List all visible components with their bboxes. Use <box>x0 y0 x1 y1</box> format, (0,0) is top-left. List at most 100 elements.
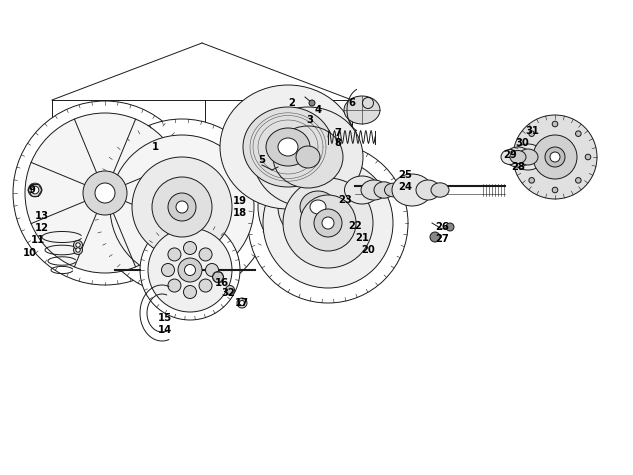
Circle shape <box>533 135 577 179</box>
Circle shape <box>161 264 175 276</box>
Circle shape <box>94 119 270 295</box>
Circle shape <box>73 246 82 255</box>
Text: 13: 13 <box>35 211 49 221</box>
Text: 10: 10 <box>23 248 37 258</box>
Circle shape <box>430 232 440 242</box>
Ellipse shape <box>278 171 358 243</box>
Circle shape <box>585 154 591 160</box>
Circle shape <box>152 177 212 237</box>
Circle shape <box>184 285 196 298</box>
Ellipse shape <box>310 200 326 214</box>
Circle shape <box>199 248 212 261</box>
Text: 2: 2 <box>289 98 296 108</box>
Circle shape <box>552 121 558 127</box>
Circle shape <box>184 241 196 255</box>
Circle shape <box>73 240 82 249</box>
Text: 19: 19 <box>233 196 247 206</box>
Ellipse shape <box>220 85 356 209</box>
Ellipse shape <box>253 107 363 207</box>
Circle shape <box>13 101 197 285</box>
Circle shape <box>314 209 342 237</box>
Circle shape <box>283 178 373 268</box>
Circle shape <box>575 131 581 136</box>
Text: 23: 23 <box>338 195 352 205</box>
Ellipse shape <box>361 180 387 200</box>
Text: 4: 4 <box>315 105 322 115</box>
Circle shape <box>148 228 232 312</box>
Circle shape <box>550 152 560 162</box>
Circle shape <box>95 183 115 203</box>
Circle shape <box>529 131 534 136</box>
Ellipse shape <box>518 149 538 165</box>
Circle shape <box>239 301 244 305</box>
Ellipse shape <box>416 180 440 200</box>
Circle shape <box>31 186 39 194</box>
Text: 30: 30 <box>515 138 529 148</box>
Text: 20: 20 <box>361 245 375 255</box>
Circle shape <box>248 143 408 303</box>
Ellipse shape <box>374 182 394 198</box>
Circle shape <box>263 158 393 288</box>
Ellipse shape <box>431 183 449 197</box>
Circle shape <box>225 285 234 294</box>
Circle shape <box>178 258 202 282</box>
Text: 3: 3 <box>306 115 313 125</box>
Text: 14: 14 <box>158 325 172 335</box>
Circle shape <box>575 178 581 183</box>
Circle shape <box>168 248 181 261</box>
Circle shape <box>176 201 188 213</box>
Ellipse shape <box>512 144 544 170</box>
Circle shape <box>83 171 127 215</box>
Circle shape <box>206 264 218 276</box>
Text: 28: 28 <box>511 162 525 172</box>
Circle shape <box>25 113 185 273</box>
Ellipse shape <box>384 183 401 197</box>
Circle shape <box>213 272 223 283</box>
Ellipse shape <box>505 147 531 167</box>
Text: 11: 11 <box>31 235 45 245</box>
Circle shape <box>446 223 454 231</box>
Circle shape <box>552 187 558 193</box>
Ellipse shape <box>266 128 310 166</box>
Circle shape <box>168 193 196 221</box>
Text: 7: 7 <box>335 128 341 138</box>
Text: 1: 1 <box>151 142 158 152</box>
Text: 17: 17 <box>235 298 249 308</box>
Ellipse shape <box>296 146 320 168</box>
Text: 27: 27 <box>435 234 449 244</box>
Circle shape <box>529 178 534 183</box>
Text: 32: 32 <box>221 288 235 298</box>
Ellipse shape <box>344 96 380 124</box>
Ellipse shape <box>510 151 526 163</box>
Circle shape <box>300 195 356 251</box>
Circle shape <box>237 298 247 308</box>
Text: 26: 26 <box>435 222 449 232</box>
Text: 16: 16 <box>215 278 229 288</box>
Circle shape <box>519 154 525 160</box>
Text: 15: 15 <box>158 313 172 323</box>
Ellipse shape <box>273 126 343 188</box>
Circle shape <box>322 217 334 229</box>
Circle shape <box>184 265 196 276</box>
Text: 8: 8 <box>334 138 341 148</box>
Text: 22: 22 <box>348 221 362 231</box>
Text: 29: 29 <box>503 150 517 160</box>
Circle shape <box>168 279 181 292</box>
Text: 24: 24 <box>398 182 412 192</box>
Text: 25: 25 <box>398 170 412 180</box>
Circle shape <box>132 157 232 257</box>
Ellipse shape <box>243 107 333 187</box>
Circle shape <box>76 243 80 247</box>
Ellipse shape <box>300 191 336 223</box>
Circle shape <box>76 248 80 252</box>
Circle shape <box>545 147 565 167</box>
Ellipse shape <box>344 176 380 204</box>
Text: 5: 5 <box>258 155 265 165</box>
Circle shape <box>28 183 42 197</box>
Circle shape <box>140 220 240 320</box>
Text: 9: 9 <box>28 185 35 195</box>
Ellipse shape <box>392 174 432 206</box>
Text: 31: 31 <box>525 126 539 136</box>
Circle shape <box>309 100 315 106</box>
Circle shape <box>513 115 597 199</box>
